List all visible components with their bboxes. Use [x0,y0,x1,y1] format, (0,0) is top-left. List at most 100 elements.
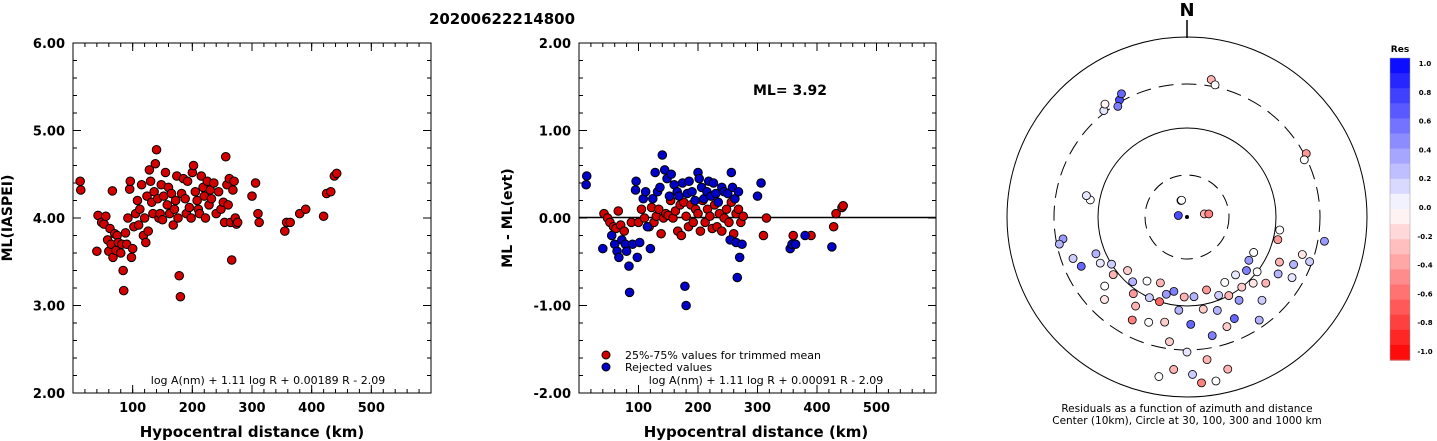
left-point-s0 [162,200,173,210]
polar-station [1220,277,1230,287]
polar-station [1237,282,1247,292]
left-point-s0 [220,151,231,162]
legend-label-trimmed: 25%-75% values for trimmed mean [625,349,821,362]
middle-xtick-label: 400 [803,401,830,416]
colorbar-label: 0.8 [1419,89,1432,97]
left-point-s0 [254,217,264,228]
colorbar-cell [1390,103,1410,119]
colorbar-cell [1390,148,1410,165]
left-point-s0 [157,214,168,225]
left-point-s0 [124,184,135,194]
middle-point-s1 [687,186,697,197]
left-point-s0 [125,176,136,187]
colorbar-cell [1390,254,1410,270]
middle-point-s0 [613,206,624,216]
polar-station [1211,376,1221,386]
left-point-s0 [120,228,131,238]
legend-label-rejected: Rejected values [625,361,712,374]
polar-caption-line2: Center (10km), Circle at 30, 100, 300 an… [1052,415,1322,427]
left-point-s0 [140,237,151,248]
left-point-s0 [229,176,239,187]
polar-station [1198,304,1208,314]
polar-station [1261,278,1271,288]
middle-point-s1 [681,300,691,311]
middle-point-s1 [624,287,635,298]
polar-station [1160,317,1170,327]
left-xtick-label: 300 [238,401,265,416]
polar-station [1289,260,1298,269]
left-ytick-label: 6.00 [33,37,65,52]
middle-y-axis-label: ML - ML(evt) [500,168,516,267]
polar-station [1117,89,1126,99]
middle-point-s0 [724,217,734,228]
middle-point-s0 [639,213,650,223]
colorbar-cell [1390,178,1410,195]
middle-point-s0 [788,230,799,241]
polar-station [1234,295,1244,305]
polar-station [1155,297,1164,307]
polar-station [1142,276,1152,286]
colorbar-label: -0.8 [1417,319,1432,327]
middle-point-s0 [828,221,839,232]
middle-ytick-label: -2.00 [534,387,571,402]
left-point-s0 [143,226,153,236]
polar-station [1173,211,1183,220]
left-point-s0 [331,168,342,179]
colorbar-cell [1390,239,1410,255]
left-point-s0 [226,255,237,265]
colorbar-cell [1390,73,1410,89]
left-point-s0 [180,193,190,204]
left-ytick-label: 4.00 [33,212,65,227]
polar-station [1131,301,1140,311]
colorbar-cell [1390,284,1410,301]
left-point-s0 [145,176,156,187]
middle-point-s0 [656,228,666,239]
left-point-s0 [175,291,186,302]
polar-station [1054,239,1064,249]
left-xtick-label: 500 [358,401,385,416]
left-point-s0 [285,217,295,228]
middle-xtick-label: 500 [863,401,890,416]
polar-station [1231,270,1240,280]
polar-station [1144,317,1154,327]
colorbar-cell [1390,163,1410,180]
left-point-s0 [223,200,233,210]
left-point-s0 [250,178,261,188]
middle-point-s1 [630,185,641,195]
polar-stations [1054,75,1329,388]
polar-station [1127,315,1137,325]
colorbar-frame [1389,57,1411,361]
colorbar-cell [1390,314,1410,331]
middle-ytick-label: -1.00 [534,300,571,315]
epicenter-dot [1185,215,1189,219]
left-y-axis-label: ML(IASPEI) [0,175,16,262]
left-point-s0 [160,167,171,178]
left-point-s0 [133,220,144,230]
colorbar-title: Res [1391,45,1409,55]
middle-point-s1 [581,171,592,181]
middle-ytick-label: 2.00 [539,37,571,52]
middle-xtick-label: 200 [684,401,711,416]
polar-station [1144,293,1154,303]
middle-point-s0 [653,204,664,215]
middle-point-s1 [733,186,744,197]
left-ticks: 2.00 3.00 4.00 5.00 6.00 100 200 300 400 500 [33,37,432,416]
left-points [75,144,342,302]
polar-station [1275,225,1285,235]
polar-station [1189,292,1199,302]
ring-outer [1006,36,1368,398]
left-point-s0 [75,176,85,187]
middle-point-s1 [684,176,694,187]
left-point-s0 [228,185,238,195]
colorbar-cell [1390,58,1410,74]
middle-point-s1 [827,242,837,252]
legend-marker-rejected [601,362,611,372]
middle-ytick-label: 0.00 [539,212,571,227]
polar-station [1287,273,1297,283]
polar-station [1305,257,1315,267]
middle-point-s0 [761,213,772,223]
middle-point-s0 [688,217,699,228]
legend-marker-trimmed [601,350,611,360]
left-point-s0 [132,195,143,206]
polar-station [1210,80,1220,90]
